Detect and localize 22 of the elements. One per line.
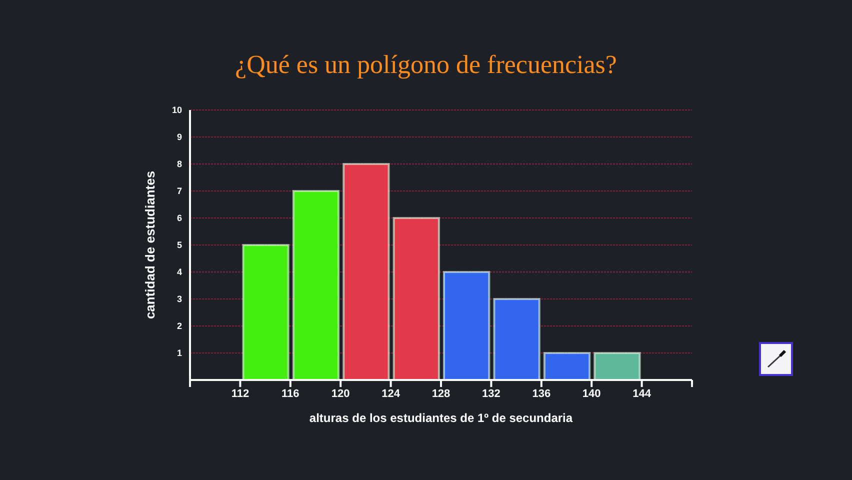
y-tick-label: 8 bbox=[176, 159, 182, 170]
x-tick-label: 140 bbox=[582, 388, 601, 400]
x-tick-label: 128 bbox=[432, 388, 450, 400]
x-tick-label: 132 bbox=[482, 388, 500, 400]
y-tick-label: 3 bbox=[176, 294, 182, 304]
y-tick-label: 6 bbox=[176, 213, 182, 224]
x-tick-label: 112 bbox=[231, 388, 250, 400]
y-tick-label: 5 bbox=[176, 240, 182, 250]
x-tick-label: 120 bbox=[331, 388, 350, 400]
x-tick-label: 136 bbox=[532, 388, 551, 400]
y-axis-title: cantidad de estudiantes bbox=[142, 170, 158, 320]
x-tick-label: 144 bbox=[632, 388, 652, 400]
x-tick-label: 124 bbox=[382, 388, 401, 400]
y-tick-label: 1 bbox=[176, 348, 182, 358]
y-tick-label: 2 bbox=[176, 321, 182, 332]
y-tick-label: 7 bbox=[176, 186, 182, 196]
chart-title: ¿Qué es un polígono de frecuencias? bbox=[234, 50, 618, 80]
y-tick-label: 10 bbox=[172, 105, 182, 116]
x-tick-label: 116 bbox=[282, 388, 300, 400]
y-tick-label: 9 bbox=[176, 132, 182, 142]
x-axis-title: alturas de los estudiantes de 1º de secundaria bbox=[309, 411, 573, 425]
y-tick-label: 4 bbox=[176, 267, 182, 278]
